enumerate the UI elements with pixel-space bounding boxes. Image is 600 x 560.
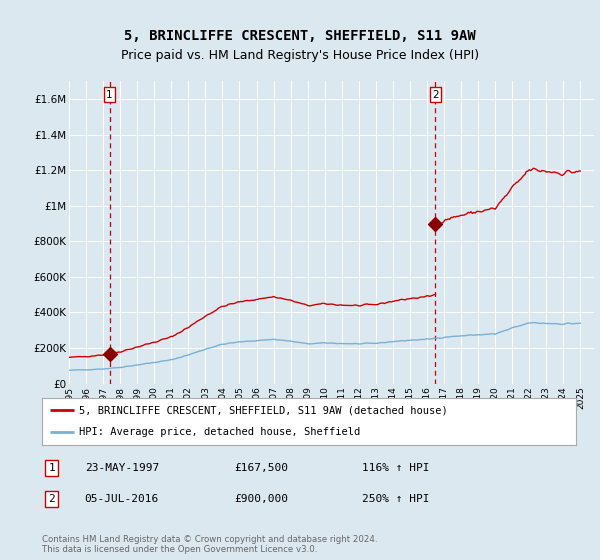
Text: 5, BRINCLIFFE CRESCENT, SHEFFIELD, S11 9AW (detached house): 5, BRINCLIFFE CRESCENT, SHEFFIELD, S11 9… <box>79 405 448 416</box>
Point <box>431 219 440 228</box>
Text: Contains HM Land Registry data © Crown copyright and database right 2024.
This d: Contains HM Land Registry data © Crown c… <box>42 535 377 554</box>
Text: 05-JUL-2016: 05-JUL-2016 <box>85 494 159 503</box>
Text: 250% ↑ HPI: 250% ↑ HPI <box>362 494 430 503</box>
Text: 116% ↑ HPI: 116% ↑ HPI <box>362 463 430 473</box>
Text: 5, BRINCLIFFE CRESCENT, SHEFFIELD, S11 9AW: 5, BRINCLIFFE CRESCENT, SHEFFIELD, S11 9… <box>124 29 476 44</box>
Text: 1: 1 <box>48 463 55 473</box>
Text: Price paid vs. HM Land Registry's House Price Index (HPI): Price paid vs. HM Land Registry's House … <box>121 49 479 63</box>
Text: £900,000: £900,000 <box>234 494 288 503</box>
Text: 2: 2 <box>48 494 55 503</box>
Text: 23-MAY-1997: 23-MAY-1997 <box>85 463 159 473</box>
Text: £167,500: £167,500 <box>234 463 288 473</box>
Point <box>105 349 115 358</box>
Text: 1: 1 <box>106 90 113 100</box>
Text: HPI: Average price, detached house, Sheffield: HPI: Average price, detached house, Shef… <box>79 427 361 437</box>
Text: 2: 2 <box>432 90 439 100</box>
